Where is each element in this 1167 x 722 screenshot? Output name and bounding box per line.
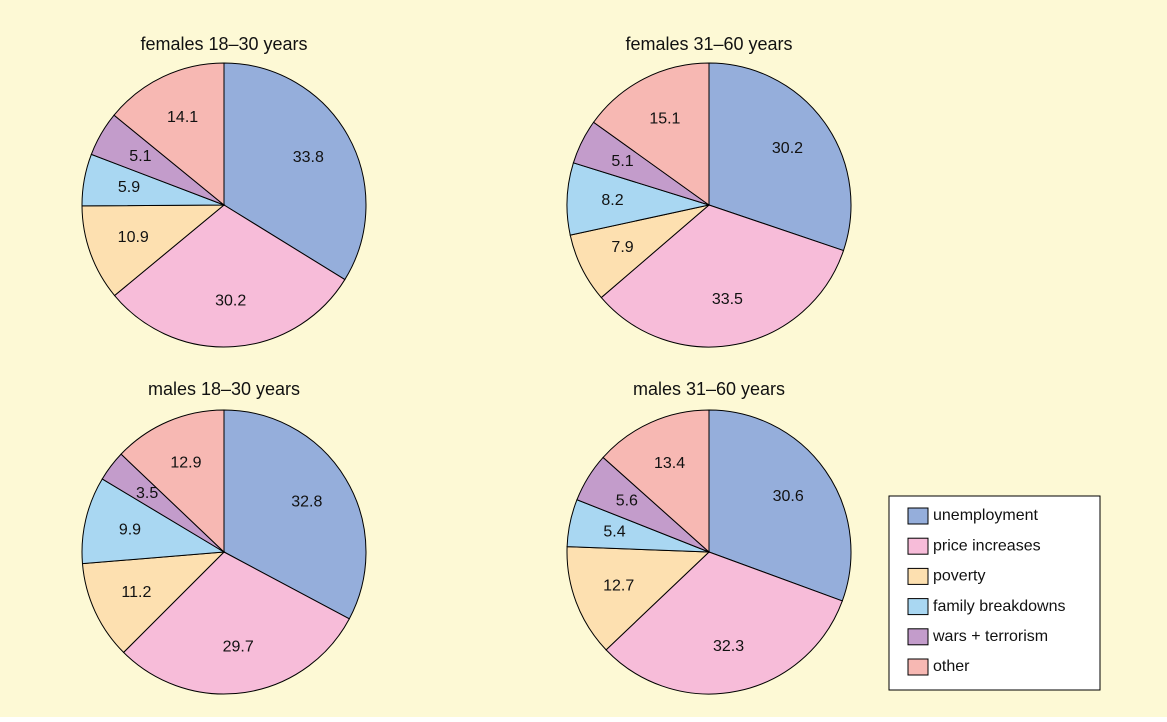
slice-label: 5.1 (129, 148, 151, 165)
legend-swatch (907, 628, 929, 646)
chart-title: females 18–30 years (140, 34, 307, 54)
pie-slice (600, 204, 845, 348)
pie-slice (81, 551, 226, 654)
chart-title: males 31–60 years (633, 379, 785, 399)
chart-title: males 18–30 years (148, 379, 300, 399)
slice-label: 12.7 (603, 577, 634, 594)
slice-label: 32.3 (713, 638, 744, 655)
legend-label: price increases (933, 537, 1041, 554)
pie-slice (566, 546, 711, 651)
chart-title: females 31–60 years (625, 34, 792, 54)
slice-label: 30.2 (772, 140, 803, 157)
legend-swatch (907, 567, 929, 585)
legend-swatch (907, 658, 929, 676)
slice-label: 11.2 (121, 584, 151, 601)
legend-label: unemployment (933, 507, 1039, 524)
pie-slice (81, 204, 226, 297)
slice-label: 12.9 (170, 454, 201, 471)
slice-label: 13.4 (654, 455, 685, 472)
slice-label: 14.1 (167, 109, 198, 126)
pie-slice (113, 62, 225, 207)
slice-label: 3.5 (136, 485, 158, 502)
slice-label: 32.8 (291, 494, 322, 511)
pie-slice (708, 62, 852, 252)
slice-label: 33.5 (712, 291, 743, 308)
pie-slice (122, 551, 350, 695)
slice-label: 5.4 (603, 523, 625, 540)
legend-label: other (933, 658, 970, 675)
legend-label: poverty (933, 568, 985, 585)
slice-label: 30.6 (773, 488, 804, 505)
legend-swatch (907, 507, 929, 525)
slice-label: 8.2 (601, 192, 623, 209)
pie-slice (81, 478, 226, 565)
pie-slice (592, 62, 710, 206)
pie-slice (113, 204, 346, 348)
slice-label: 5.1 (611, 153, 633, 170)
pie-slice (708, 409, 852, 602)
slice-label: 10.9 (118, 229, 149, 246)
slice-label: 7.9 (611, 239, 633, 256)
legend-box (888, 495, 1101, 691)
slice-label: 30.2 (215, 293, 246, 310)
slice-label: 5.6 (616, 493, 638, 510)
legend-label: wars + terrorism (932, 628, 1048, 645)
slice-label: 33.8 (293, 149, 324, 166)
slice-label: 15.1 (649, 110, 680, 127)
slice-label: 9.9 (119, 521, 141, 538)
legend-label: family breakdowns (933, 598, 1066, 615)
slice-label: 29.7 (223, 639, 254, 656)
pie-slice (223, 62, 367, 281)
pie-slice (223, 409, 367, 620)
pie-slice (602, 409, 710, 554)
pie-slice (605, 551, 843, 695)
legend-swatch (907, 537, 929, 555)
legend-swatch (907, 598, 929, 616)
slice-label: 5.9 (118, 179, 140, 196)
pie-slice (120, 409, 225, 554)
